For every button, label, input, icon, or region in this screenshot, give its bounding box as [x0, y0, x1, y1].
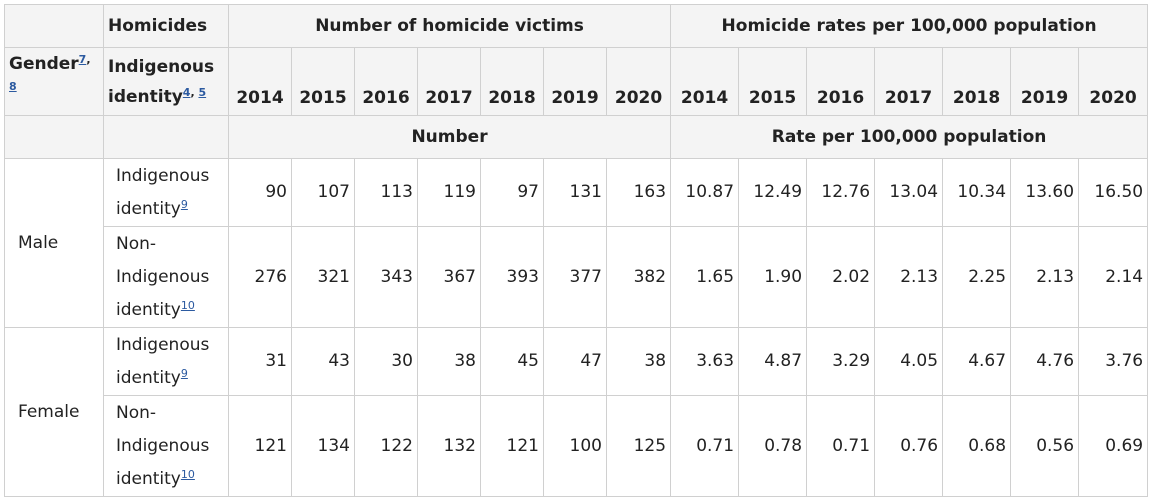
rate-cell: 3.76 — [1078, 327, 1149, 396]
table-row: Non-Indigenous identity10 276 321 343 36… — [5, 226, 1149, 328]
rate-cell: 13.04 — [874, 158, 944, 227]
number-cell: 31 — [228, 327, 292, 396]
blank-cell — [4, 115, 104, 159]
number-cell: 134 — [291, 395, 355, 497]
unit-rate-header: Rate per 100,000 population — [670, 115, 1149, 159]
number-cell: 382 — [605, 226, 672, 328]
number-cell: 97 — [480, 158, 544, 227]
rate-cell: 2.13 — [874, 226, 944, 328]
table-row: Non-Indigenous identity10 121 134 122 13… — [5, 395, 1149, 497]
year-header: 2017 — [417, 47, 481, 116]
rate-cell: 4.05 — [874, 327, 944, 396]
rate-cell: 0.56 — [1010, 395, 1080, 497]
number-cell: 43 — [291, 327, 355, 396]
rate-cell: 0.76 — [874, 395, 944, 497]
footnote-link[interactable]: 10 — [180, 298, 195, 312]
number-cell: 343 — [354, 226, 418, 328]
number-cell: 119 — [417, 158, 481, 227]
identity-cell: Indigenous identity9 — [103, 327, 229, 396]
rates-group-header: Homicide rates per 100,000 population — [670, 4, 1149, 48]
year-header: 2020 — [1078, 47, 1149, 116]
number-cell: 107 — [291, 158, 355, 227]
rate-cell: 4.87 — [738, 327, 808, 396]
year-header: 2018 — [480, 47, 544, 116]
number-cell: 131 — [543, 158, 607, 227]
number-cell: 121 — [228, 395, 292, 497]
year-header: 2014 — [228, 47, 292, 116]
unit-number-header: Number — [227, 115, 672, 159]
rate-cell: 3.29 — [806, 327, 876, 396]
year-header: 2015 — [291, 47, 355, 116]
year-header: 2016 — [806, 47, 876, 116]
rate-cell: 10.87 — [670, 158, 740, 227]
number-cell: 163 — [605, 158, 672, 227]
homicide-table: Homicides Number of homicide victims Hom… — [4, 4, 1149, 497]
gender-cell: Male — [4, 158, 104, 328]
table-row: Female Indigenous identity9 31 43 30 38 … — [4, 327, 1149, 497]
year-header: 2015 — [738, 47, 808, 116]
number-cell: 38 — [605, 327, 672, 396]
blank-cell — [103, 115, 229, 159]
number-cell: 125 — [605, 395, 672, 497]
rate-cell: 3.63 — [670, 327, 740, 396]
rate-cell: 4.67 — [942, 327, 1012, 396]
rate-cell: 4.76 — [1010, 327, 1080, 396]
number-cell: 132 — [417, 395, 481, 497]
rate-cell: 0.69 — [1078, 395, 1149, 497]
rate-cell: 2.25 — [942, 226, 1012, 328]
identity-cell: Indigenous identity9 — [103, 158, 229, 227]
number-cell: 321 — [291, 226, 355, 328]
footnote-link[interactable]: 9 — [180, 197, 188, 211]
number-cell: 122 — [354, 395, 418, 497]
footnote-link[interactable]: 5 — [198, 85, 207, 99]
number-cell: 47 — [543, 327, 607, 396]
homicides-header: Homicides — [103, 4, 229, 48]
footnote-link[interactable]: 7 — [78, 53, 87, 66]
identity-cell: Non-Indigenous identity10 — [103, 226, 229, 328]
number-cell: 121 — [480, 395, 544, 497]
year-header: 2019 — [543, 47, 607, 116]
number-cell: 30 — [354, 327, 418, 396]
table-row: Male Indigenous identity9 90 107 113 119… — [4, 158, 1149, 328]
rate-cell: 12.49 — [738, 158, 808, 227]
victims-group-header: Number of homicide victims — [227, 4, 672, 48]
number-cell: 90 — [228, 158, 292, 227]
rate-cell: 1.65 — [670, 226, 740, 328]
number-cell: 100 — [543, 395, 607, 497]
year-header: 2014 — [670, 47, 740, 116]
rate-cell: 0.68 — [942, 395, 1012, 497]
number-cell: 367 — [417, 226, 481, 328]
year-header: 2016 — [354, 47, 418, 116]
number-cell: 45 — [480, 327, 544, 396]
number-cell: 377 — [543, 226, 607, 328]
footnote-link[interactable]: 10 — [180, 467, 195, 481]
year-header: 2020 — [605, 47, 672, 116]
identity-header: Indigenous identity4, 5 — [103, 47, 229, 116]
footnote-link[interactable]: 4 — [182, 85, 191, 99]
rate-cell: 12.76 — [806, 158, 876, 227]
number-cell: 276 — [228, 226, 292, 328]
corner-cell — [4, 4, 104, 48]
rate-cell: 0.71 — [806, 395, 876, 497]
footnote-link[interactable]: 8 — [9, 80, 17, 93]
rate-cell: 0.71 — [670, 395, 740, 497]
year-header: 2018 — [942, 47, 1012, 116]
footnote-link[interactable]: 9 — [180, 366, 188, 380]
number-cell: 393 — [480, 226, 544, 328]
rate-cell: 2.13 — [1010, 226, 1080, 328]
gender-header: Gender7, 8 — [4, 47, 104, 116]
gender-cell: Female — [4, 327, 104, 497]
identity-cell: Non-Indigenous identity10 — [103, 395, 229, 497]
rate-cell: 1.90 — [738, 226, 808, 328]
rate-cell: 16.50 — [1078, 158, 1149, 227]
rate-cell: 2.02 — [806, 226, 876, 328]
rate-cell: 0.78 — [738, 395, 808, 497]
number-cell: 38 — [417, 327, 481, 396]
rate-cell: 2.14 — [1078, 226, 1149, 328]
number-cell: 113 — [354, 158, 418, 227]
year-header: 2019 — [1010, 47, 1080, 116]
year-header: 2017 — [874, 47, 944, 116]
rate-cell: 13.60 — [1010, 158, 1080, 227]
rate-cell: 10.34 — [942, 158, 1012, 227]
